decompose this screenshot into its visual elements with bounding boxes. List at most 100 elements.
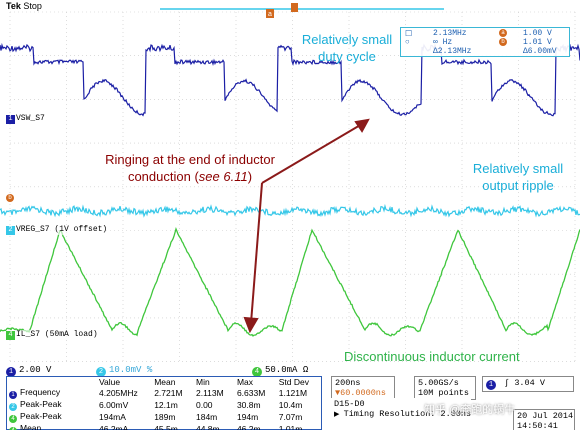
cursor-volt-b: 1.01 V [523, 38, 552, 47]
ringing-line2-end: ) [247, 169, 253, 184]
measurement-value: 194m [236, 412, 259, 422]
ripple-line1: Relatively small [472, 161, 564, 176]
ch2-vreg-trace [0, 203, 580, 218]
acquisition-settings[interactable]: 5.00GS/s 10M points [414, 376, 476, 400]
measurement-value: 44.8m [195, 424, 220, 430]
time: 14:50:41 [517, 421, 558, 430]
trigger-settings[interactable]: 1 ∫ 3.04 V [482, 376, 574, 392]
measurement-value: 184m [195, 412, 218, 422]
ch4-label-text: IL_S7 (50mA load) [16, 330, 98, 339]
measurement-value: 7.07m [278, 412, 303, 422]
ringing-arrows [243, 118, 370, 334]
duty-cycle-annotation: Relatively small duty cycle [292, 31, 402, 65]
cursor-freq-delta: Δ2.13MHz [433, 47, 472, 56]
ch4-label: 4 IL_S7 (50mA load) [6, 330, 98, 340]
sample-rate: 5.00GS/s [418, 378, 459, 388]
timing-resolution-text: Timing Resolution: 2.00ns [343, 409, 472, 419]
ringing-line1: Ringing at the end of inductor [105, 152, 275, 167]
measurement-channel-badge: 4 [9, 427, 17, 430]
svg-text:a: a [268, 11, 272, 18]
acquisition-state: Stop [23, 1, 42, 11]
measurement-value: 4.205MHz [99, 388, 138, 398]
cursor-a-badge: a [499, 29, 507, 37]
measurement-label: Mean [20, 423, 42, 430]
col-min: Min [195, 377, 210, 387]
measurement-value: 0.00 [195, 400, 213, 410]
measurement-name: 4Mean [7, 423, 97, 430]
trigger-position-marker: a [266, 9, 274, 18]
measurement-channel-badge: 1 [9, 391, 17, 399]
measurement-table: Value Mean Min Max Std Dev 1 Frequency 4.2… [6, 376, 322, 430]
ch2-scale-badge: 2 [96, 367, 106, 377]
trigger-ch-badge: 1 [486, 380, 496, 390]
measurement-row: 2 Peak-Peak 6.00mV 12.1m 0.00 30.8m 10.4m [7, 399, 321, 411]
ringing-reference: see 6.11 [198, 169, 248, 184]
measurement-name: 4 Peak-Peak [7, 411, 97, 423]
ringing-annotation: Ringing at the end of inductor conductio… [76, 151, 304, 185]
ch4-scale-value: 50.0mA [265, 365, 298, 375]
measurement-value: 45.5m [154, 424, 178, 430]
col-value: Value [99, 377, 121, 387]
cursor-b-icon: ○ [405, 38, 410, 47]
cursor-freq-a: 2.13MHz [433, 29, 467, 38]
measurement-label: Frequency [20, 387, 61, 397]
measurement-value: 189m [154, 412, 176, 422]
timebase-scale[interactable]: 200ns ▼60.0000ns [331, 376, 395, 400]
scope-status: Tek Stop [6, 1, 42, 11]
measurement-value: 46.2mA [99, 424, 129, 430]
measurement-value: 46.2m [236, 424, 261, 430]
timing-arrow-icon: ▶ [334, 411, 344, 419]
measurement-channel-badge: 4 [9, 415, 17, 423]
ch1-label-text: VSW_S7 [16, 114, 45, 123]
ch2-marker: 2 [6, 226, 15, 235]
cursor-b-badge: b [499, 38, 507, 46]
ch1-label: 1 VSW_S7 [6, 114, 45, 124]
measurement-value: 2.113M [195, 388, 224, 398]
digital-timing: D15-D0 ▶ Timing Resolution: 2.00ns [331, 398, 471, 421]
time-reference-marker [291, 3, 298, 12]
trigger-level: 3.04 V [514, 378, 545, 388]
measurement-channel-badge: 2 [9, 403, 17, 411]
measurement-name: 2 Peak-Peak [7, 399, 97, 411]
measurement-header: Value Mean Min Max Std Dev [7, 377, 321, 387]
date: 20 Jul 2014 [517, 411, 574, 421]
col-max: Max [236, 377, 254, 387]
ch4-marker: 4 [6, 331, 15, 340]
digital-channels: D15-D0 [334, 399, 365, 409]
ch1-scale[interactable]: 1 2.00 V [6, 365, 51, 377]
cursor-freq-b: ∞ Hz [433, 38, 453, 47]
trigger-slope-icon: ∫ [504, 378, 510, 388]
ch2-scale-suffix: % [146, 365, 153, 375]
measurement-name: 1 Frequency [7, 387, 97, 399]
ch1-scale-value: 2.00 V [19, 365, 52, 375]
measurement-value: 2.721M [154, 388, 183, 398]
ch1-vsw-trace [0, 42, 580, 117]
timestamp: 20 Jul 2014 14:50:41 [513, 409, 575, 430]
ch2-scale[interactable]: 2 10.0mV % [96, 365, 152, 377]
cursor-volt-a: 1.00 V [523, 29, 552, 38]
cursor-readout: ☐ 2.13MHz a 1.00 V ○ ∞ Hz b 1.01 V Δ2.13… [400, 27, 570, 57]
duty-cycle-line1: Relatively small [301, 32, 393, 47]
ringing-line2-text: conduction ( [127, 169, 199, 184]
col-mean: Mean [154, 377, 176, 387]
watermark: 知乎 @奔跑的蜗牛 [424, 404, 516, 416]
measurement-value: 1.01m [278, 424, 303, 430]
measurement-label: Peak-Peak [20, 399, 62, 409]
measurement-row: 4 Peak-Peak 194mA 189m 184m 194m 7.07m [7, 411, 321, 423]
measurement-value: 6.633M [236, 388, 266, 398]
ch2-label: 2 VREG_S7 (1V offset) [6, 225, 108, 235]
brand-label: Tek [6, 1, 21, 11]
measurement-label: Peak-Peak [20, 411, 62, 421]
ch1-scale-badge: 1 [6, 367, 16, 377]
ch1-marker: 1 [6, 115, 15, 124]
ch4-il-trace [0, 227, 580, 337]
duty-cycle-line2: duty cycle [318, 49, 376, 64]
cursor-volt-delta: Δ6.00mV [523, 47, 557, 56]
col-stddev: Std Dev [278, 377, 309, 387]
ch4-scale[interactable]: 4 50.0mA Ω [252, 365, 308, 377]
measurement-value: 6.00mV [99, 400, 129, 410]
measurement-row: 1 Frequency 4.205MHz 2.721M 2.113M 6.633M 1.12… [7, 387, 321, 399]
waveform-display: a [0, 3, 580, 362]
